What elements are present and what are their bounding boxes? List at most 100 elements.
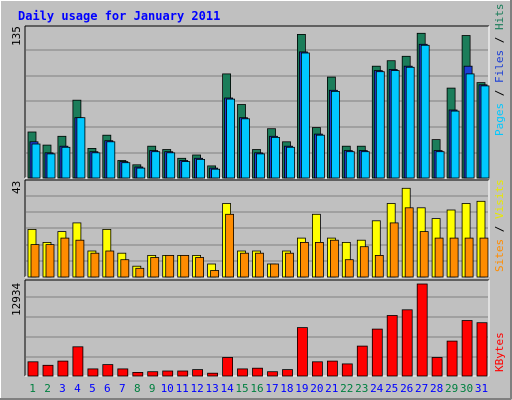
x-tick-label-day-20: 20	[310, 382, 323, 395]
x-tick-label-day-31: 31	[475, 382, 488, 395]
x-tick-label-day-14: 14	[220, 382, 234, 395]
bar-pages-day-12	[196, 158, 206, 179]
legend-middle-part-2: Visits	[493, 179, 506, 219]
y-scale-label-top: 135	[10, 26, 23, 46]
legend-top-part-3: /	[493, 30, 506, 50]
bar-kbytes-day-19	[296, 327, 308, 377]
bar-pages-day-2	[46, 153, 56, 179]
bar-pages-day-16	[256, 153, 265, 179]
x-tick-label-day-8: 8	[134, 382, 141, 395]
bar-pages-day-30	[465, 73, 475, 179]
legend-middle: Sites / Visits	[493, 179, 506, 272]
bar-sites-day-15	[240, 252, 249, 278]
x-tick-label-day-23: 23	[355, 382, 368, 395]
bar-kbytes-day-3	[57, 360, 69, 377]
bar-pages-day-13	[211, 168, 221, 179]
bar-sites-day-2	[45, 244, 55, 278]
bar-sites-day-31	[479, 237, 489, 278]
bar-sites-day-3	[60, 237, 70, 278]
x-tick-label-day-29: 29	[445, 382, 458, 395]
bar-pages-day-1	[31, 143, 41, 179]
x-tick-label-day-11: 11	[176, 382, 189, 395]
x-tick-label-day-6: 6	[104, 382, 111, 395]
bar-sites-day-7	[120, 259, 130, 278]
bar-kbytes-day-11	[177, 370, 189, 377]
x-tick-label-day-22: 22	[340, 382, 353, 395]
bar-sites-day-20	[314, 241, 324, 278]
bar-kbytes-day-1	[27, 361, 39, 377]
bar-pages-day-22	[345, 151, 355, 179]
x-tick-label-day-9: 9	[149, 382, 156, 395]
bar-pages-day-10	[166, 152, 176, 179]
bar-sites-day-24	[374, 254, 384, 278]
bar-kbytes-day-25	[386, 315, 398, 377]
bar-sites-day-4	[75, 239, 85, 278]
x-axis-day-labels: 1 2 3 4 5 6 7 8 9 10 11 12 13 14 15 16 17 18 19 20 21 22 23 24 2…	[29, 382, 488, 395]
bar-pages-day-31	[480, 85, 490, 179]
bar-pages-day-14	[226, 98, 236, 179]
bar-kbytes-day-30	[461, 320, 473, 377]
bar-pages-day-20	[315, 134, 325, 179]
bar-sites-day-28	[434, 237, 444, 278]
bar-sites-day-12	[195, 257, 205, 278]
y-scale-label-middle: 43	[10, 181, 23, 194]
x-tick-label-day-25: 25	[385, 382, 398, 395]
bar-sites-day-21	[329, 239, 339, 278]
x-tick-label-day-26: 26	[400, 382, 413, 395]
legend-middle-part-1: /	[493, 219, 506, 239]
bar-kbytes-day-31	[476, 322, 488, 377]
legend-middle-part-0: Sites	[493, 239, 506, 272]
x-tick-label-day-15: 15	[235, 382, 248, 395]
bar-pages-day-11	[181, 161, 191, 179]
x-tick-label-day-19: 19	[295, 382, 308, 395]
bar-kbytes-day-23	[356, 345, 368, 377]
bar-sites-day-9	[150, 257, 160, 278]
bar-kbytes-day-16	[252, 367, 263, 377]
bar-pages-day-23	[360, 151, 370, 179]
legend-top-part-4: Hits	[493, 4, 506, 31]
x-tick-label-day-21: 21	[325, 382, 338, 395]
bar-pages-day-8	[136, 167, 146, 179]
bar-pages-day-27	[420, 44, 430, 179]
bar-sites-day-25	[389, 222, 399, 278]
x-tick-label-day-16: 16	[250, 382, 263, 395]
bar-pages-day-17	[271, 136, 280, 179]
bar-pages-day-26	[405, 66, 415, 179]
legend-top: Pages / Files / Hits	[493, 4, 506, 137]
x-tick-label-day-30: 30	[460, 382, 473, 395]
bar-kbytes-day-29	[446, 340, 458, 377]
bar-kbytes-day-2	[42, 364, 54, 377]
bar-kbytes-day-15	[237, 368, 248, 377]
bar-kbytes-day-9	[147, 371, 159, 377]
bar-kbytes-day-10	[162, 370, 174, 377]
bar-sites-day-1	[30, 244, 40, 278]
bar-sites-day-13	[210, 270, 220, 278]
bar-sites-day-14	[225, 213, 235, 278]
bar-sites-day-8	[135, 267, 145, 278]
bar-pages-day-21	[330, 91, 340, 179]
bar-sites-day-18	[285, 252, 294, 278]
bar-pages-day-4	[76, 117, 86, 179]
bar-pages-day-24	[375, 71, 385, 179]
x-tick-label-day-24: 24	[370, 382, 384, 395]
legend-top-part-2: Files	[493, 50, 506, 83]
x-tick-label-day-2: 2	[44, 382, 51, 395]
bar-sites-day-10	[165, 254, 175, 278]
x-tick-label-day-10: 10	[161, 382, 174, 395]
bar-kbytes-day-7	[117, 368, 129, 377]
x-tick-label-day-17: 17	[265, 382, 278, 395]
bar-kbytes-day-20	[311, 361, 323, 377]
x-tick-label-day-5: 5	[89, 382, 96, 395]
bar-kbytes-day-8	[132, 371, 144, 377]
bar-sites-day-5	[90, 252, 100, 278]
bar-pages-day-28	[435, 151, 445, 179]
bar-pages-day-5	[91, 152, 101, 179]
bar-sites-day-6	[105, 250, 115, 278]
bar-kbytes-day-21	[326, 360, 338, 377]
bar-kbytes-day-27	[416, 283, 428, 377]
bar-kbytes-day-22	[341, 363, 353, 377]
x-tick-label-day-7: 7	[119, 382, 126, 395]
bar-kbytes-day-6	[102, 364, 114, 377]
chart-title: Daily usage for January 2011	[18, 9, 220, 23]
